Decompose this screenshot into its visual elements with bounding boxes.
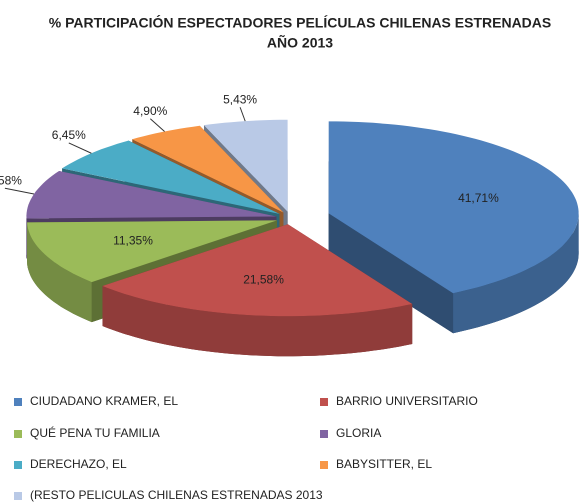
legend-label: GLORIA bbox=[336, 426, 381, 440]
slice bbox=[62, 140, 280, 214]
pie-tops bbox=[26, 119, 579, 317]
legend-swatch bbox=[14, 461, 22, 469]
legend-swatch bbox=[320, 461, 328, 469]
legend-label: QUÉ PENA TU FAMILIA bbox=[30, 425, 160, 440]
leader-line bbox=[239, 107, 246, 122]
chart-title: % PARTICIPACIÓN ESPECTADORES PELÍCULAS C… bbox=[49, 14, 552, 31]
data-label: 6,45% bbox=[52, 128, 86, 142]
data-label: 11,35% bbox=[113, 234, 153, 248]
leader-line bbox=[4, 187, 35, 195]
legend-swatch bbox=[14, 430, 22, 438]
slice-side bbox=[453, 213, 579, 334]
slice-wall bbox=[328, 213, 454, 334]
slice bbox=[26, 171, 277, 219]
legend-swatch bbox=[320, 430, 328, 438]
data-label: 21,58% bbox=[243, 273, 284, 287]
leader-line bbox=[149, 118, 165, 132]
data-label: 4,90% bbox=[133, 104, 167, 118]
slice bbox=[27, 220, 277, 283]
legend-label: BARRIO UNIVERSITARIO bbox=[336, 394, 478, 408]
slice-side bbox=[27, 222, 92, 323]
slice bbox=[132, 125, 284, 213]
data-label: 41,71% bbox=[458, 191, 499, 205]
data-label: 5,43% bbox=[223, 92, 257, 106]
slice bbox=[204, 119, 288, 212]
chart-title: AÑO 2013 bbox=[267, 34, 333, 51]
legend-label: BABYSITTER, EL bbox=[336, 457, 432, 471]
legend-label: CIUDADANO KRAMER, EL bbox=[30, 394, 178, 408]
slice bbox=[328, 121, 579, 294]
legend-swatch bbox=[14, 398, 22, 406]
data-label: 8,58% bbox=[0, 173, 22, 187]
legend-label: DERECHAZO, EL bbox=[30, 457, 127, 471]
legend-swatch bbox=[14, 492, 22, 500]
legend-label: (RESTO PELICULAS CHILENAS ESTRENADAS 201… bbox=[30, 488, 323, 502]
legend-swatch bbox=[320, 398, 328, 406]
slice-side bbox=[102, 286, 413, 357]
leader-line bbox=[68, 142, 92, 154]
pie-labels: 41,71% 21,58% 11,35% 8,58% 6,45% 4,90% 5,43% bbox=[0, 92, 499, 286]
slice bbox=[102, 224, 413, 317]
